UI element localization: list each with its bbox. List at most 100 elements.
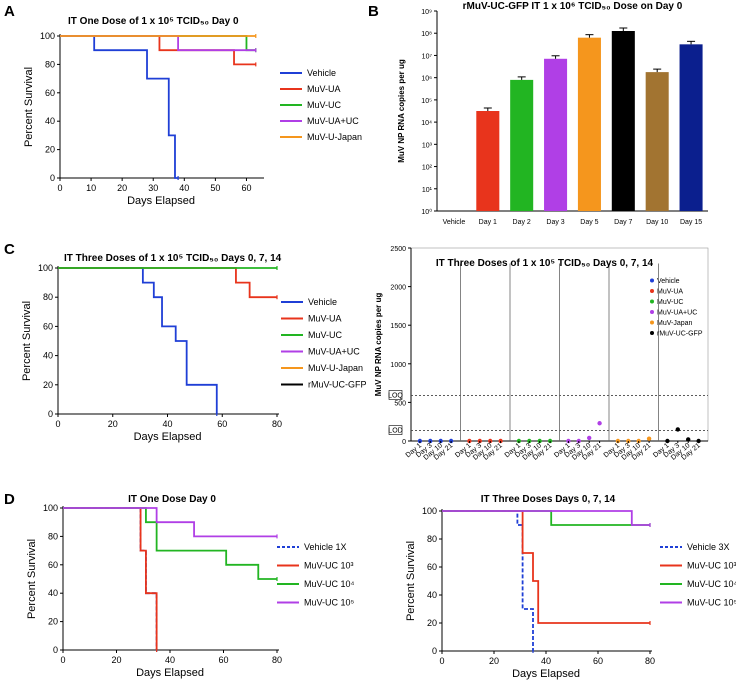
y-tick-label: 10⁷ [422,53,433,60]
chart-title: rMuV-UC-GFP IT 1 x 10⁶ TCID₅₀ Dose on Da… [463,1,683,12]
legend-label: rMuV-UC-GFP [308,380,367,390]
survival-chart-c: 0 20 40 60 80 0 20 40 60 80 100 Days Elapsed Percent… [21,253,367,443]
legend-label: Vehicle 3X [687,542,730,552]
x-tick-label: 50 [210,183,220,193]
legend-label: MuV-UA+UC [308,347,360,357]
limit-tag [388,390,403,400]
y-tick-label: 20 [48,617,58,627]
y-tick-label: 80 [427,534,437,544]
y-tick-label: 40 [45,116,55,126]
legend-label: MuV-UC 10³ [304,561,354,571]
y-tick-label: 20 [45,145,55,155]
bar-6 [645,72,669,211]
y-tick-label: 10⁰ [421,208,432,216]
x-tick-label: Day 15 [680,219,702,226]
legend-swatch [650,320,654,325]
legend-label: MuV-UA [307,84,341,94]
survival-curve-0 [442,510,534,651]
legend-label: Vehicle [308,297,337,307]
x-tick-label: 60 [241,183,251,193]
y-tick-label: 80 [45,59,55,69]
chart-title: IT Three Doses Days 0, 7, 14 [481,494,616,505]
y-axis-label: Percent Survival [23,67,35,147]
chart-title: IT Three Doses of 1 x 10⁵ TCID₅₀ Days 0,… [64,253,282,264]
limit-label: LOQ [388,392,403,399]
limit-tag [388,425,403,435]
legend-label: MuV-UA [657,289,683,296]
legend-label: MuV-UC 10³ [687,561,736,571]
survival-curve-0 [63,507,158,650]
y-tick-label: 80 [43,292,53,302]
y-tick-label: 10² [422,165,433,172]
legend-label: Vehicle 1X [304,542,347,552]
x-tick-label: Day 2 [513,219,531,226]
y-tick-label: 10⁵ [421,98,432,105]
x-tick-label: 20 [108,419,118,429]
x-tick-label: Day 3 [546,219,564,226]
legend-label: MuV-U-Japan [307,132,362,142]
survival-chart-a: 0 10 20 30 40 50 60 0 20 40 60 80 100 Days Elapsed Per… [23,16,362,207]
y-tick-label: 0 [432,646,437,656]
x-tick-label: 20 [489,656,499,666]
x-tick-label: 80 [272,419,282,429]
y-tick-label: 100 [38,263,53,273]
y-tick-label: 1500 [390,323,406,330]
legend-label: Vehicle [657,278,680,285]
panel-letter-a: A [4,3,15,20]
survival-curve-2 [63,507,277,580]
x-tick-label: 40 [541,656,551,666]
survival-curve-3 [63,507,277,538]
y-tick-label: 0 [53,645,58,655]
x-tick-label: Day 5 [580,219,598,226]
y-tick-label: 80 [48,531,58,541]
rna-bar-chart-b: 10⁰ 10¹ 10² 10³ 10⁴ 10⁵ 10⁶ 10⁷ 10⁸ 10⁹ Vehicle Day… [397,1,708,226]
y-tick-label: 10⁹ [421,9,432,16]
data-point [686,437,691,442]
legend-swatch [650,278,654,283]
survival-curve-1 [63,507,158,650]
bar-4 [577,37,601,211]
data-point [646,436,652,441]
x-tick-label: 20 [111,655,121,665]
x-tick-label: 80 [272,655,282,665]
legend-swatch [650,310,654,314]
survival-curve-3 [60,35,256,52]
y-tick-label: 2500 [390,246,406,253]
y-tick-label: 10¹ [422,187,433,194]
chart-title: IT One Dose of 1 x 10⁵ TCID₅₀ Day 0 [68,16,239,27]
y-tick-label: 0 [48,409,53,419]
panel-letter-d: D [4,491,15,508]
x-axis-label: Days Elapsed [512,668,580,680]
x-tick-label: 0 [55,419,60,429]
bar-2 [510,79,534,211]
chart-title: IT Three Doses of 1 x 10⁵ TCID₅₀ Days 0,… [436,258,654,269]
y-tick-label: 60 [45,88,55,98]
x-tick-label: Day 1 [479,219,497,226]
legend-label: MuV-UC [657,299,683,306]
panel-letter-b: B [368,3,379,20]
x-tick-label: 80 [645,656,655,666]
chart-title: IT One Dose Day 0 [128,494,216,505]
y-tick-label: 10⁴ [421,120,432,127]
x-axis-label: Days Elapsed [136,667,204,679]
y-axis-label: Percent Survival [26,539,38,619]
y-tick-label: 10³ [422,142,433,149]
legend-swatch [650,331,654,335]
survival-curve-2 [442,510,650,526]
y-tick-label: 100 [43,503,58,513]
bar-7 [679,44,703,212]
legend-label: rMuV-UC-GFP [657,331,703,338]
data-point [597,421,602,426]
data-point [587,435,592,441]
y-axis-label: MuV NP RNA copies per ug [397,59,406,163]
x-tick-label: 40 [162,419,172,429]
y-tick-label: 40 [427,590,437,600]
x-tick-label: 30 [148,183,158,193]
y-axis-label: Percent Survival [21,301,33,381]
x-tick-label: 60 [218,655,228,665]
legend-label: MuV-UC [308,330,343,340]
survival-curve-3 [442,510,650,526]
legend-label: Vehicle [307,68,336,78]
y-tick-label: 60 [48,560,58,570]
legend-label: MuV-UC 10⁵ [687,598,736,608]
